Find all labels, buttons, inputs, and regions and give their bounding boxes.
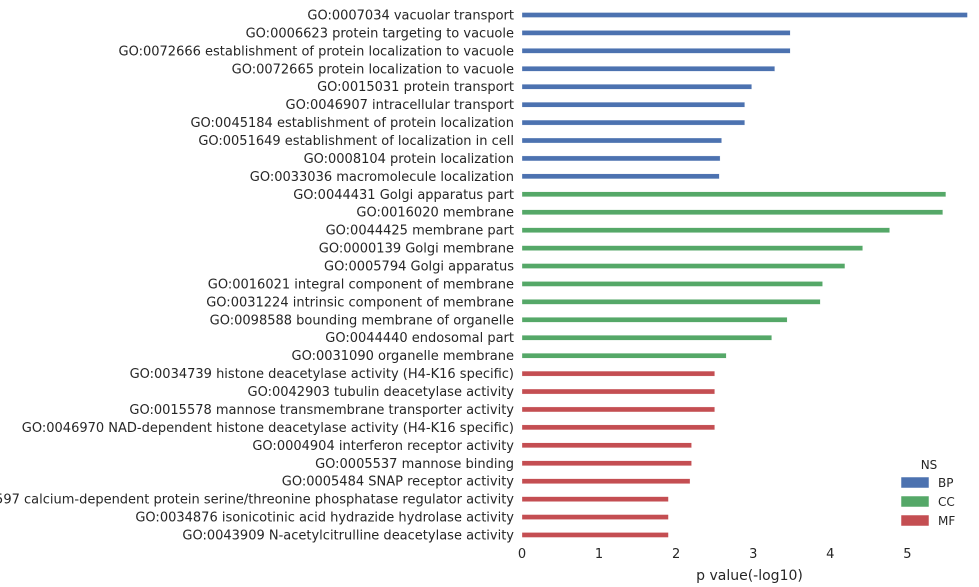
bar-mf [521,514,669,520]
bars-group [521,12,968,538]
category-label: GO:0031090 organelle membrane [292,349,515,364]
bar-bp [521,119,745,126]
legend: NS BP CC MF [900,458,955,528]
bar-mf [521,406,715,413]
category-label: GO:0005537 mannose binding [315,457,514,472]
bar-bp [521,155,721,162]
category-label: GO:0072665 protein localization to vacuo… [232,62,514,77]
legend-swatch-bp [900,476,930,489]
bar-cc [521,317,788,323]
legend-label-bp: BP [938,476,953,490]
x-tick-label: 3 [749,547,757,562]
category-label: GO:0072666 establishment of protein loca… [119,44,514,59]
legend-label-mf: MF [938,514,955,528]
bar-mf [521,370,715,377]
category-label: GO:0031224 intrinsic component of membra… [206,295,514,310]
bar-mf [521,460,692,466]
category-label: GO:0007034 vacuolar transport [307,9,514,24]
bar-cc [521,263,846,269]
bar-bp [521,30,791,36]
legend-swatch-cc [900,495,930,508]
bar-mf [521,496,669,502]
x-axis-label: p value(-log10) [696,568,803,584]
x-tick-label: 0 [518,547,526,562]
bar-cc [521,299,821,305]
bar-bp [521,137,722,144]
bar-cc [521,209,943,215]
category-label: GO:0034876 isonicotinic acid hydrazide h… [135,511,514,526]
category-labels-group: GO:0007034 vacuolar transport GO:0006623 … [0,9,514,544]
bar-bp [521,48,791,54]
x-tick-label: 1 [595,547,603,562]
bar-bp [521,102,745,108]
x-tick-label: 5 [903,547,911,562]
bar-mf [521,532,669,538]
bar-bp [521,84,752,90]
legend-title: NS [921,458,938,472]
bar-bp [521,173,720,180]
category-label: GO:0098588 bounding membrane of organell… [210,313,514,328]
category-label: GO:0006623 protein targeting to vacuole [246,26,514,41]
category-label: GO:0004904 interferon receptor activity [252,439,514,454]
category-label: GO:0008104 protein localization [304,152,514,167]
category-label: GO:0042903 tubulin deacetylase activity [248,385,515,400]
legend-label-cc: CC [938,495,955,509]
category-label: GO:0008597 calcium-dependent protein ser… [0,493,514,508]
category-label: GO:0015578 mannose transmembrane transpo… [129,403,514,418]
bar-bp [521,12,968,18]
x-axis: 0123456 [518,547,912,562]
bar-bp [521,66,775,72]
bar-cc [521,281,823,287]
bar-cc [521,227,890,233]
category-label: GO:0016021 integral component of membran… [208,277,514,292]
category-label: GO:0016020 membrane [356,206,514,221]
bar-cc [521,245,863,251]
bar-mf [521,442,692,448]
category-label: GO:0005794 Golgi apparatus [324,260,514,275]
category-label: GO:0044425 membrane part [326,224,514,239]
category-label: GO:0045184 establishment of protein loca… [190,116,514,131]
x-tick-label: 4 [826,547,834,562]
bar-mf [521,424,715,431]
legend-swatch-mf [900,514,930,527]
category-label: GO:0015031 protein transport [317,80,514,95]
category-label: GO:0046907 intracellular transport [286,98,514,113]
category-label: GO:0051649 establishment of localization… [198,134,514,149]
category-label: GO:0046970 NAD-dependent histone deacety… [22,421,514,436]
bar-cc [521,191,947,197]
category-label: GO:0034739 histone deacetylase activity … [130,367,514,382]
bar-cc [521,335,772,341]
x-tick-label: 2 [672,547,680,562]
category-label: GO:0005484 SNAP receptor activity [282,475,515,490]
bar-cc [521,353,727,359]
category-label: GO:0000139 Golgi membrane [319,242,514,257]
category-label: GO:0043909 N-acetylcitrulline deacetylas… [182,528,514,543]
category-label: GO:0033036 macromolecule localization [250,170,514,185]
category-label: GO:0044431 Golgi apparatus part [293,188,514,203]
category-label: GO:0044440 endosomal part [325,331,514,346]
bar-mf [521,478,691,484]
bar-mf [521,388,715,395]
